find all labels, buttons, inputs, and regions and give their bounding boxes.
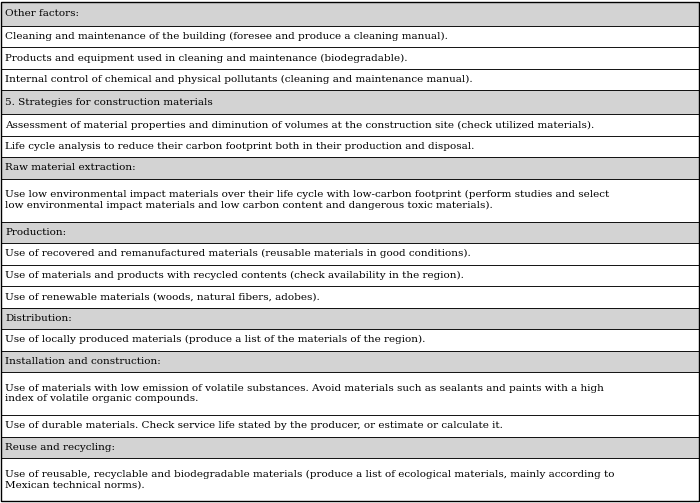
Text: Products and equipment used in cleaning and maintenance (biodegradable).: Products and equipment used in cleaning … (5, 53, 407, 63)
Text: Internal control of chemical and physical pollutants (cleaning and maintenance m: Internal control of chemical and physica… (5, 75, 472, 84)
Bar (1, 372, 699, 415)
Text: Use low environmental impact materials over their life cycle with low-carbon foo: Use low environmental impact materials o… (5, 190, 609, 210)
Bar (1, 47, 699, 69)
Bar (1, 136, 699, 157)
Text: Cleaning and maintenance of the building (foresee and produce a cleaning manual): Cleaning and maintenance of the building… (5, 32, 448, 41)
Text: Use of reusable, recyclable and biodegradable materials (produce a list of ecolo: Use of reusable, recyclable and biodegra… (5, 470, 615, 489)
Text: Installation and construction:: Installation and construction: (5, 357, 161, 366)
Bar (1, 308, 699, 329)
Text: Raw material extraction:: Raw material extraction: (5, 163, 136, 173)
Text: Production:: Production: (5, 228, 66, 237)
Text: Use of recovered and remanufactured materials (reusable materials in good condit: Use of recovered and remanufactured mate… (5, 249, 470, 259)
Text: Distribution:: Distribution: (5, 314, 71, 323)
Bar (1, 114, 699, 136)
Bar (1, 286, 699, 308)
Bar (1, 351, 699, 372)
Bar (1, 26, 699, 47)
Bar (1, 69, 699, 91)
Bar (1, 91, 699, 114)
Bar (1, 329, 699, 351)
Bar (1, 265, 699, 286)
Bar (1, 243, 699, 265)
Bar (1, 222, 699, 243)
Bar (1, 157, 699, 179)
Bar (1, 415, 699, 437)
Bar (1, 179, 699, 222)
Text: Life cycle analysis to reduce their carbon footprint both in their production an: Life cycle analysis to reduce their carb… (5, 142, 475, 151)
Text: Use of locally produced materials (produce a list of the materials of the region: Use of locally produced materials (produ… (5, 336, 426, 345)
Bar (1, 458, 699, 501)
Text: Use of durable materials. Check service life stated by the producer, or estimate: Use of durable materials. Check service … (5, 422, 503, 430)
Bar (1, 437, 699, 458)
Text: Assessment of material properties and diminution of volumes at the construction : Assessment of material properties and di… (5, 120, 594, 129)
Text: Reuse and recycling:: Reuse and recycling: (5, 443, 115, 452)
Text: Use of materials and products with recycled contents (check availability in the : Use of materials and products with recyc… (5, 271, 464, 280)
Text: Use of renewable materials (woods, natural fibers, adobes).: Use of renewable materials (woods, natur… (5, 292, 320, 301)
Text: Other factors:: Other factors: (5, 10, 79, 19)
Bar (1, 2, 699, 26)
Text: 5. Strategies for construction materials: 5. Strategies for construction materials (5, 98, 213, 107)
Text: Use of materials with low emission of volatile substances. Avoid materials such : Use of materials with low emission of vo… (5, 384, 604, 403)
